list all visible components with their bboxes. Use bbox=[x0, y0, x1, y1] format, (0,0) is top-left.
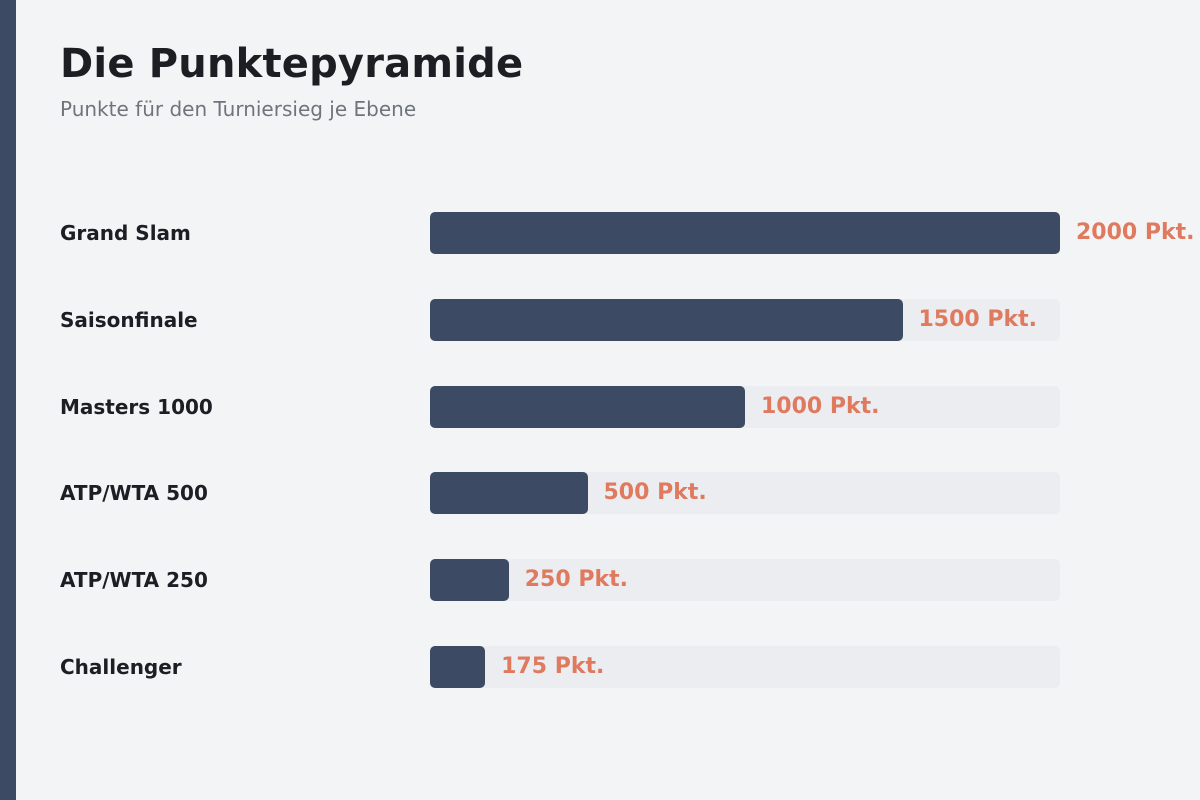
value-label: 1500 Pkt. bbox=[918, 306, 1038, 332]
bar bbox=[430, 212, 1060, 254]
value-label: 250 Pkt. bbox=[524, 567, 628, 593]
page-title: Die Punktepyramide bbox=[60, 41, 524, 87]
category-label: Masters 1000 bbox=[60, 394, 213, 419]
bar-row: Challenger 175 Pkt. bbox=[0, 646, 1200, 688]
bar bbox=[430, 472, 588, 515]
value-label: 1000 Pkt. bbox=[761, 393, 880, 419]
value-label: 500 Pkt. bbox=[603, 480, 707, 506]
category-label: ATP/WTA 250 bbox=[60, 568, 208, 593]
bar-row: Grand Slam 2000 Pkt. bbox=[0, 212, 1200, 254]
bar-track bbox=[430, 646, 1060, 688]
bar-row: ATP/WTA 250 250 Pkt. bbox=[0, 559, 1200, 602]
page-subtitle: Punkte für den Turniersieg je Ebene bbox=[60, 97, 417, 121]
bar bbox=[430, 298, 903, 341]
category-label: Challenger bbox=[60, 655, 182, 679]
value-label: 2000 Pkt. bbox=[1076, 220, 1195, 245]
category-label: Saisonfinale bbox=[60, 307, 198, 332]
value-label: 175 Pkt. bbox=[501, 654, 605, 679]
accent-stripe bbox=[0, 0, 16, 800]
category-label: Grand Slam bbox=[60, 221, 191, 245]
category-label: ATP/WTA 500 bbox=[60, 481, 208, 506]
bar-row: Masters 1000 1000 Pkt. bbox=[0, 385, 1200, 428]
bar bbox=[430, 385, 745, 428]
bar bbox=[430, 646, 486, 688]
bar-track bbox=[430, 559, 1060, 602]
bar-row: ATP/WTA 500 500 Pkt. bbox=[0, 472, 1200, 515]
bar bbox=[430, 559, 509, 602]
bar-row: Saisonfinale 1500 Pkt. bbox=[0, 298, 1200, 341]
